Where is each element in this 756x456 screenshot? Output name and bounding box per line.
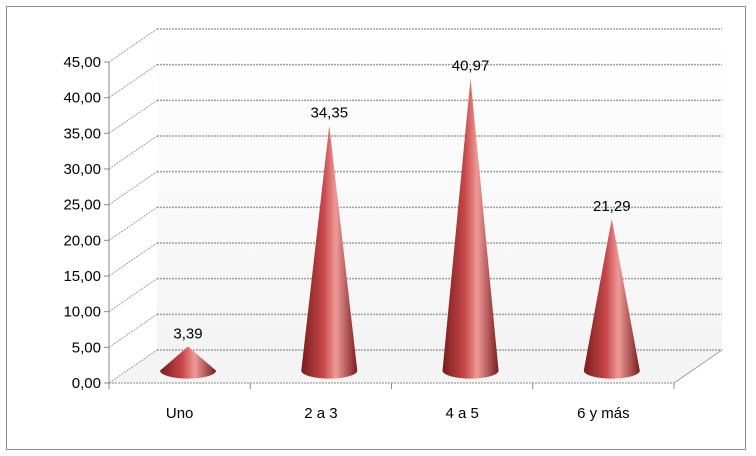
y-tick-label: 5,00 xyxy=(72,339,101,356)
x-tick-label: 6 y más xyxy=(577,405,630,422)
y-tick-label: 25,00 xyxy=(63,197,101,214)
x-axis: Uno 2 a 3 4 a 5 6 y más xyxy=(108,62,675,422)
gridline-diagonal xyxy=(108,64,158,99)
y-tick-label: 10,00 xyxy=(63,304,101,321)
gridline-diagonal xyxy=(108,28,158,63)
x-tick-label: 2 a 3 xyxy=(304,405,337,422)
x-tick-label: 4 a 5 xyxy=(445,405,478,422)
y-tick-label: 35,00 xyxy=(63,125,101,142)
gridline-diagonal xyxy=(108,278,158,313)
chart-walls xyxy=(109,29,722,383)
y-tick-label: 20,00 xyxy=(63,232,101,249)
data-label: 34,35 xyxy=(311,105,349,122)
cone-6-y-más xyxy=(583,218,640,379)
y-tick-label: 45,00 xyxy=(63,54,101,71)
gridline-diagonal xyxy=(108,349,158,384)
cone-uno xyxy=(160,346,217,379)
floor-edge xyxy=(673,349,723,384)
data-label: 40,97 xyxy=(452,57,490,74)
y-tick-label: 0,00 xyxy=(72,375,101,392)
y-tick-label: 30,00 xyxy=(63,161,101,178)
chart-frame: 0,00 5,00 10,00 15,00 20,00 25,00 30,00 35,00 40… xyxy=(6,6,746,450)
x-tick-label: Uno xyxy=(166,405,194,422)
cone-4-a-5 xyxy=(442,78,499,379)
cone-series xyxy=(160,78,640,379)
gridlines xyxy=(108,28,723,384)
floor xyxy=(109,350,722,383)
cone-chart: 0,00 5,00 10,00 15,00 20,00 25,00 30,00 35,00 40… xyxy=(63,28,723,422)
gridline-diagonal xyxy=(108,171,158,206)
data-labels: 3,39 34,35 40,97 21,29 xyxy=(173,57,630,342)
data-label: 3,39 xyxy=(173,325,202,342)
y-tick-label: 15,00 xyxy=(63,268,101,285)
back-wall xyxy=(157,29,722,350)
gridline-diagonal xyxy=(108,206,158,241)
y-tick-label: 40,00 xyxy=(63,90,101,107)
cone-2-a-3 xyxy=(301,125,358,379)
gridline-diagonal xyxy=(108,242,158,277)
gridline-diagonal xyxy=(108,135,158,170)
y-axis-ticks: 0,00 5,00 10,00 15,00 20,00 25,00 30,00 35,00 40… xyxy=(63,54,109,392)
gridline-diagonal xyxy=(108,99,158,134)
gridline-diagonal xyxy=(108,313,158,348)
data-label: 21,29 xyxy=(593,198,631,215)
